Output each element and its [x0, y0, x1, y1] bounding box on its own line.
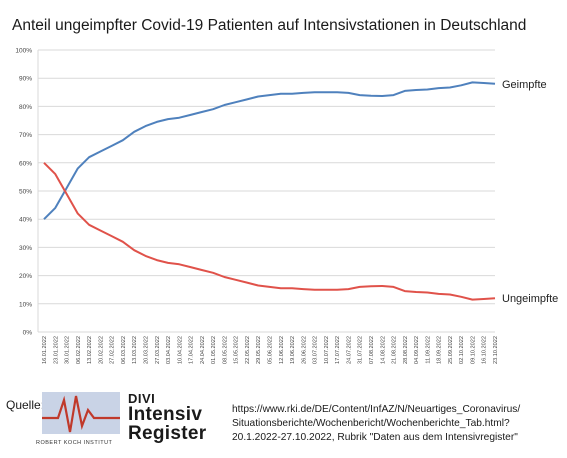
source-line-2: Situationsberichte/Wochenbericht/Wochenb… [232, 418, 510, 429]
x-tick-label: 17.04.2022 [189, 336, 195, 364]
x-tick-label: 18.09.2022 [437, 336, 443, 364]
x-tick-label: 05.06.2022 [268, 336, 274, 364]
x-tick-label: 23.10.2022 [493, 336, 499, 364]
chart-series [43, 81, 496, 301]
x-tick-label: 26.06.2022 [301, 336, 307, 364]
y-tick-label: 20% [19, 273, 32, 280]
x-tick-label: 07.08.2022 [369, 336, 375, 364]
divi-logo-line-2: Intensiv [128, 404, 203, 425]
x-tick-label: 01.05.2022 [211, 336, 217, 364]
x-tick-label: 10.04.2022 [177, 336, 183, 364]
x-axis-tick-labels: 16.01.2022 23.01.2022 30.01.2022 06.02.2022… [42, 336, 499, 364]
x-tick-label: 24.04.2022 [200, 336, 206, 364]
chart-title: Anteil ungeimpfter Covid-19 Patienten au… [12, 17, 527, 34]
x-tick-label: 09.10.2022 [470, 336, 476, 364]
x-tick-label: 13.03.2022 [132, 336, 138, 364]
x-tick-label: 06.03.2022 [121, 336, 127, 364]
x-tick-label: 28.08.2022 [403, 336, 409, 364]
x-tick-label: 06.02.2022 [76, 336, 82, 364]
source-line-3: 20.1.2022-27.10.2022, Rubrik "Daten aus … [232, 432, 518, 443]
y-tick-label: 50% [19, 189, 32, 196]
x-tick-label: 03.07.2022 [313, 336, 319, 364]
x-tick-label: 08.05.2022 [222, 336, 228, 364]
rki-logo-icon [42, 392, 120, 434]
x-tick-label: 15.05.2022 [234, 336, 240, 364]
x-tick-label: 11.09.2022 [425, 336, 431, 364]
series-label-geimpfte: Geimpfte [502, 79, 547, 91]
divi-logo-line-3: Register [128, 423, 207, 444]
y-tick-label: 0% [23, 330, 33, 337]
x-tick-label: 16.01.2022 [42, 336, 48, 364]
y-tick-label: 40% [19, 217, 32, 224]
source-line-1: https://www.rki.de/DE/Content/InfAZ/N/Ne… [232, 404, 521, 415]
x-tick-label: 29.05.2022 [256, 336, 262, 364]
y-tick-label: 60% [19, 160, 32, 167]
divi-logo: DIVI Intensiv Register [128, 392, 206, 443]
y-axis-tick-labels: 0% 10% 20% 30% 40% 50% 60% 70% 80% 90% 100% [15, 48, 32, 337]
x-tick-label: 02.10.2022 [459, 336, 465, 364]
x-tick-label: 27.02.2022 [110, 336, 116, 364]
x-tick-label: 19.06.2022 [290, 336, 296, 364]
chart-gridlines [37, 49, 495, 333]
series-label-ungeimpfte: Ungeimpfte [502, 293, 558, 305]
y-tick-label: 90% [19, 76, 32, 83]
x-tick-label: 03.04.2022 [166, 336, 172, 364]
x-tick-label: 13.02.2022 [87, 336, 93, 364]
x-tick-label: 21.08.2022 [392, 336, 398, 364]
source-label: Quelle: [6, 398, 45, 412]
x-tick-label: 20.02.2022 [98, 336, 104, 364]
series-line-geimpfte [43, 81, 496, 220]
y-tick-label: 70% [19, 132, 32, 139]
y-tick-label: 100% [15, 48, 32, 55]
y-tick-label: 10% [19, 301, 32, 308]
chart-series-labels: Geimpfte Ungeimpfte [502, 79, 558, 305]
x-tick-label: 31.07.2022 [358, 336, 364, 364]
x-tick-label: 22.05.2022 [245, 336, 251, 364]
y-tick-label: 30% [19, 245, 32, 252]
x-tick-label: 16.10.2022 [482, 336, 488, 364]
x-tick-label: 30.01.2022 [65, 336, 71, 364]
rki-name-text: ROBERT KOCH INSTITUT [36, 440, 113, 446]
divi-logo-line-1: DIVI [128, 391, 156, 406]
x-tick-label: 14.08.2022 [380, 336, 386, 364]
x-tick-label: 25.09.2022 [448, 336, 454, 364]
x-tick-label: 17.07.2022 [335, 336, 341, 364]
x-tick-label: 10.07.2022 [324, 336, 330, 364]
x-tick-label: 23.01.2022 [53, 336, 59, 364]
y-tick-label: 80% [19, 104, 32, 111]
x-tick-label: 27.03.2022 [155, 336, 161, 364]
x-tick-label: 24.07.2022 [346, 336, 352, 364]
series-line-ungeimpfte [43, 162, 496, 301]
x-tick-label: 12.06.2022 [279, 336, 285, 364]
x-tick-label: 20.03.2022 [143, 336, 149, 364]
x-tick-label: 04.09.2022 [414, 336, 420, 364]
source-citation: https://www.rki.de/DE/Content/InfAZ/N/Ne… [232, 403, 520, 445]
